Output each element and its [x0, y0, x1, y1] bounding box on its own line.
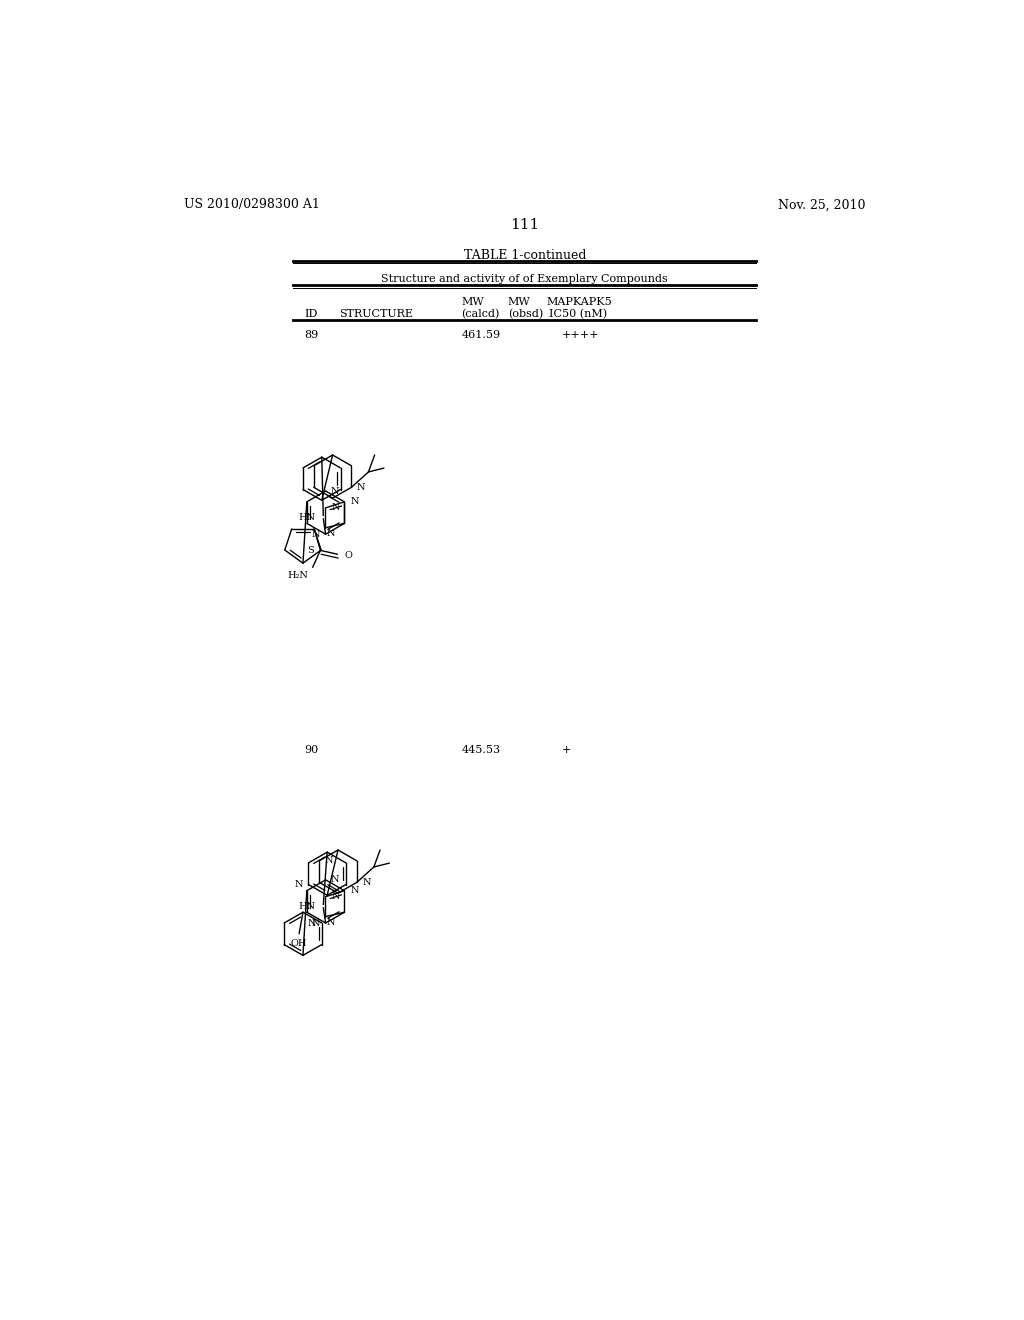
Text: HN: HN [298, 902, 315, 911]
Text: N: N [350, 886, 359, 895]
Text: 89: 89 [305, 330, 318, 341]
Text: Structure and activity of of Exemplary Compounds: Structure and activity of of Exemplary C… [381, 275, 669, 284]
Text: ++++: ++++ [562, 330, 599, 341]
Text: IC50 (nM): IC50 (nM) [549, 309, 607, 319]
Text: MAPKAPK5: MAPKAPK5 [547, 297, 612, 308]
Text: 90: 90 [305, 744, 318, 755]
Text: 111: 111 [510, 218, 540, 232]
Text: N: N [350, 498, 359, 507]
Text: O: O [344, 552, 352, 560]
Text: MW: MW [508, 297, 530, 308]
Text: N: N [311, 919, 321, 928]
Text: N: N [325, 857, 333, 866]
Text: N: N [308, 919, 316, 928]
Text: N: N [331, 875, 340, 884]
Text: (obsd): (obsd) [508, 309, 543, 319]
Text: N: N [331, 487, 340, 495]
Text: S: S [307, 545, 314, 554]
Text: N: N [327, 529, 336, 539]
Text: N: N [332, 892, 340, 902]
Text: N: N [362, 878, 371, 887]
Text: 461.59: 461.59 [461, 330, 501, 341]
Text: +: + [562, 744, 571, 755]
Text: (calcd): (calcd) [461, 309, 500, 319]
Text: 445.53: 445.53 [461, 744, 501, 755]
Text: N: N [311, 529, 321, 539]
Text: N: N [327, 919, 336, 927]
Text: ID: ID [305, 309, 318, 318]
Text: MW: MW [461, 297, 484, 308]
Text: OH: OH [291, 939, 307, 948]
Text: H₂N: H₂N [288, 570, 309, 579]
Text: N: N [332, 503, 340, 512]
Text: STRUCTURE: STRUCTURE [339, 309, 413, 318]
Text: HN: HN [298, 512, 315, 521]
Text: TABLE 1-continued: TABLE 1-continued [464, 249, 586, 263]
Text: Nov. 25, 2010: Nov. 25, 2010 [778, 198, 866, 211]
Text: N: N [356, 483, 366, 492]
Text: N: N [295, 880, 303, 888]
Text: US 2010/0298300 A1: US 2010/0298300 A1 [183, 198, 319, 211]
